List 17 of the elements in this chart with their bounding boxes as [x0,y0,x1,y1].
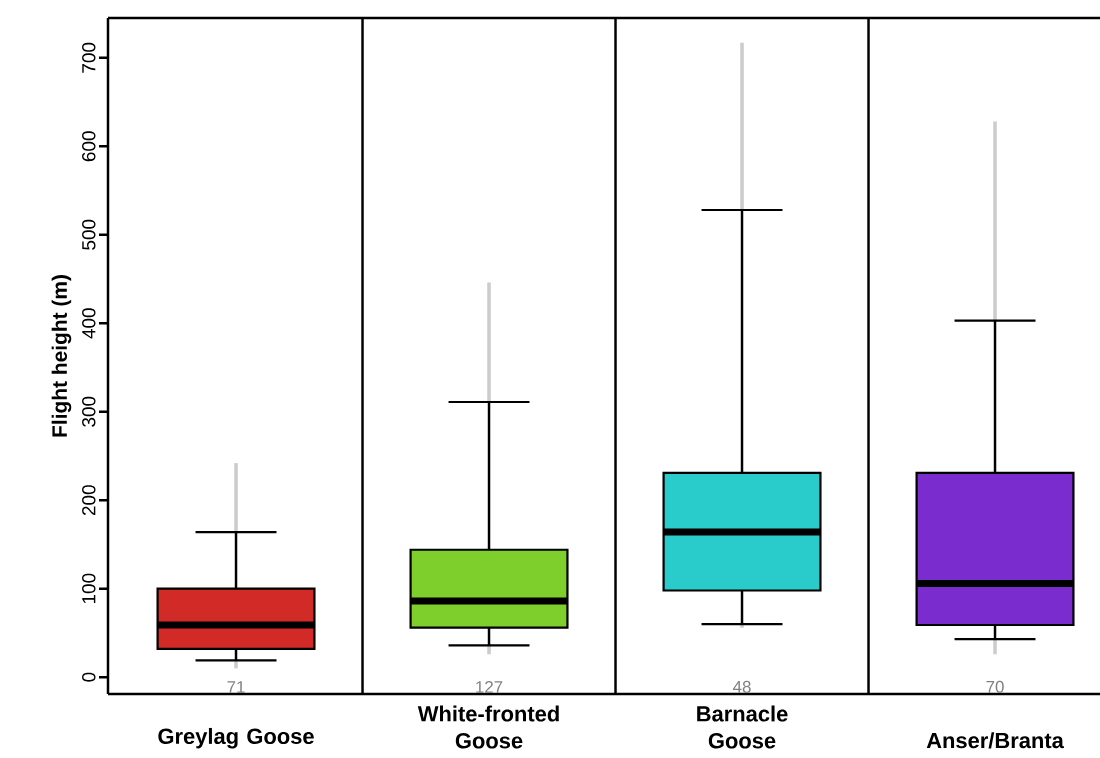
annotation: 70 [986,680,1004,693]
y-tick-label: 0 [82,672,96,682]
x-tick-label: Barnacle Goose [697,705,788,749]
annotation: 71 [227,681,245,693]
y-tick-label: 300 [82,396,96,427]
annotation: 48 [732,680,751,693]
y-tick-label: 600 [82,131,96,162]
y-axis-title: Flight height (m) [51,275,72,437]
x-tick-label: Anser/Branta [926,732,1064,749]
y-tick-label: 500 [82,219,96,250]
annotation: 127 [476,680,503,693]
x-tick-label: Greylag Goose [158,727,314,749]
y-tick-label: 700 [82,42,96,73]
y-tick-label: 100 [82,573,96,604]
y-tick-label: 400 [82,308,96,339]
y-tick-label: 200 [82,485,96,516]
x-tick-label: White-fronted Goose [417,705,559,749]
